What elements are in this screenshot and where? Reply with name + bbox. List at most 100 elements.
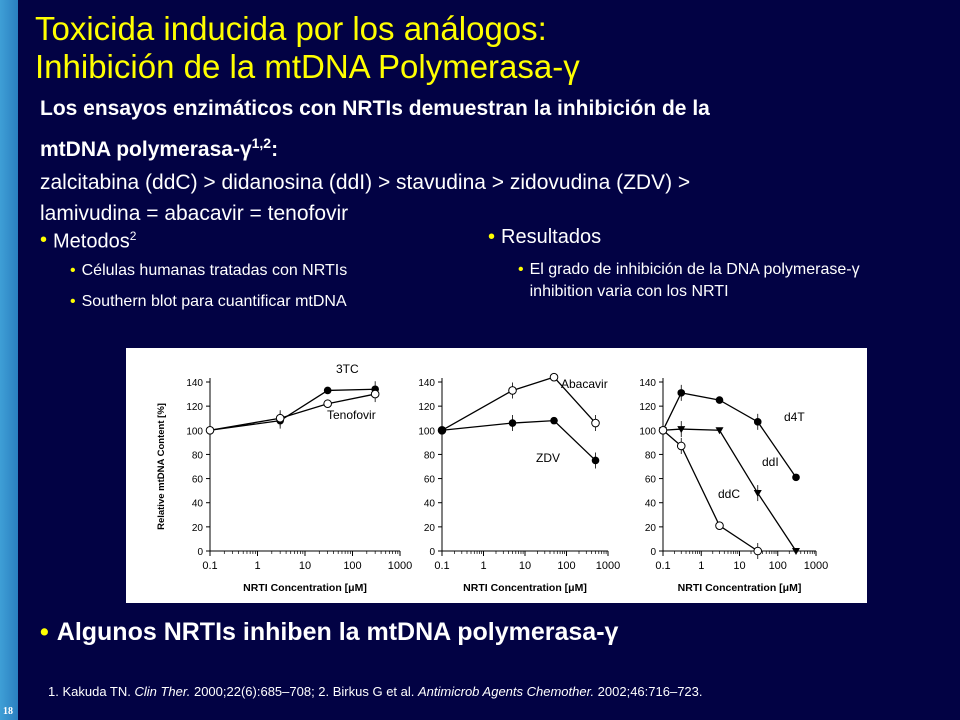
data-point xyxy=(323,399,332,409)
results-section: • Resultados • El grado de inhibición de… xyxy=(488,226,933,303)
data-point xyxy=(791,548,800,555)
bullet-icon: • xyxy=(488,226,496,248)
y-tick-label: 120 xyxy=(418,402,435,413)
series-label: Abacavir xyxy=(561,377,608,391)
data-point xyxy=(715,521,724,530)
methods-label: Metodos xyxy=(53,230,130,253)
data-point xyxy=(753,490,762,498)
series-label: Tenofovir xyxy=(327,408,376,422)
series-label: ddC xyxy=(718,487,740,501)
charts-panel: 0 20 40 60 80 100 120 140 0.1 1 10 100 1000 NRTI Conc… xyxy=(126,348,867,603)
results-item: • El grado de inhibición de la DNA polym… xyxy=(518,259,913,303)
series-line-ddc xyxy=(662,429,759,552)
summary-text: Algunos NRTIs inhiben la mtDNA polymeras… xyxy=(56,618,619,646)
methods-item: • Southern blot para cuantificar mtDNA xyxy=(70,291,490,313)
data-point xyxy=(677,426,686,434)
x-tick-label: 1000 xyxy=(596,560,620,572)
results-label: Resultados xyxy=(501,226,602,248)
intro-heading-line-2: mtDNA polymerasa-γ1,2: xyxy=(40,126,920,167)
series-line-abacavir xyxy=(441,376,596,431)
data-point xyxy=(508,386,517,395)
results-item-text: El grado de inhibición de la DNA polymer… xyxy=(529,261,860,300)
methods-item-text: Células humanas tratadas con NRTIs xyxy=(81,261,348,279)
x-axis-label: NRTI Concentration [μM] xyxy=(463,582,587,594)
y-tick-label: 120 xyxy=(639,402,656,413)
methods-sup: 2 xyxy=(129,229,137,243)
x-tick-label: 100 xyxy=(343,560,361,572)
summary-bullet: • Algunos NRTIs inhiben la mtDNA polymer… xyxy=(40,618,618,647)
data-point xyxy=(792,473,800,482)
series-line-zdv xyxy=(441,419,596,461)
data-point xyxy=(753,546,763,556)
intro-heading-line-1: Los ensayos enzimáticos con NRTIs demues… xyxy=(40,97,710,120)
bullet-icon: • xyxy=(40,618,49,646)
x-axis-label: NRTI Concentration [μM] xyxy=(243,582,367,594)
y-tick-label: 140 xyxy=(418,378,435,389)
y-tick-label: 20 xyxy=(192,523,204,534)
ref-2-journal: Antimicrob Agents Chemother. xyxy=(418,684,595,699)
y-tick-label: 140 xyxy=(186,378,203,389)
x-tick-label: 0.1 xyxy=(202,560,217,572)
y-tick-label: 40 xyxy=(192,499,204,510)
series-label: ZDV xyxy=(536,451,560,465)
x-tick-label: 10 xyxy=(733,560,745,572)
series-label: ddI xyxy=(762,455,779,469)
y-tick-label: 140 xyxy=(639,378,656,389)
data-point xyxy=(370,389,380,399)
x-tick-label: 1 xyxy=(480,560,486,572)
bullet-icon: • xyxy=(40,229,48,251)
x-tick-label: 0.1 xyxy=(434,560,449,572)
data-point xyxy=(550,416,558,425)
data-point xyxy=(275,413,285,423)
x-tick-label: 100 xyxy=(769,560,787,572)
title-line-2: Inhibición de la mtDNA Polymerasa-γ xyxy=(35,48,580,85)
slide-number: 18 xyxy=(3,706,13,717)
intro-heading-text: mtDNA polymerasa-γ xyxy=(40,138,252,161)
x-tick-label: 1000 xyxy=(804,560,828,572)
data-point xyxy=(715,427,724,435)
x-tick-label: 10 xyxy=(519,560,531,572)
y-tick-label: 0 xyxy=(650,547,656,558)
y-tick-label: 120 xyxy=(186,402,203,413)
methods-item: • Células humanas tratadas con NRTIs xyxy=(70,260,490,282)
y-tick-label: 80 xyxy=(424,450,436,461)
ref-2-post: 2002;46:716–723. xyxy=(594,684,703,699)
y-tick-label: 100 xyxy=(186,426,203,437)
data-point xyxy=(508,419,517,427)
y-tick-label: 20 xyxy=(645,523,657,534)
data-point xyxy=(658,425,668,435)
y-tick-label: 0 xyxy=(429,547,435,558)
x-tick-label: 0.1 xyxy=(655,560,670,572)
x-axis-label: NRTI Concentration [μM] xyxy=(678,582,802,594)
sidebar-stripe: 18 xyxy=(0,0,18,720)
results-bullet: • Resultados xyxy=(488,226,933,249)
ref-1-pre: 1. Kakuda TN. xyxy=(48,684,135,699)
y-tick-label: 40 xyxy=(645,499,657,510)
series-label: d4T xyxy=(784,410,805,424)
y-tick-label: 0 xyxy=(197,547,203,558)
series-label: 3TC xyxy=(336,362,359,376)
ref-1-journal: Clin Ther. xyxy=(134,684,191,699)
y-axis-label: Relative mtDNA Content [%] xyxy=(156,403,167,530)
y-tick-label: 60 xyxy=(645,475,657,486)
series-line-3tc xyxy=(209,388,376,431)
slide-title: Toxicida inducida por los análogos: Inhi… xyxy=(35,10,580,86)
bullet-icon: • xyxy=(70,292,76,310)
data-point xyxy=(438,426,446,435)
data-point xyxy=(677,389,686,397)
x-tick-label: 100 xyxy=(557,560,575,572)
ranking-line-1: zalcitabina (ddC) > didanosina (ddI) > s… xyxy=(40,171,691,194)
data-point xyxy=(549,372,559,382)
intro-heading-colon: : xyxy=(271,138,279,161)
methods-section: • Metodos2 • Células humanas tratadas co… xyxy=(40,229,490,313)
y-tick-label: 100 xyxy=(639,426,656,437)
y-tick-label: 40 xyxy=(424,499,436,510)
bullet-icon: • xyxy=(518,261,524,278)
x-tick-label: 1 xyxy=(698,560,704,572)
y-tick-label: 60 xyxy=(424,475,436,486)
ref-1-post: 2000;22(6):685–708; 2. Birkus G et al. xyxy=(190,684,418,699)
data-point xyxy=(591,456,600,465)
data-point xyxy=(715,396,724,404)
data-point xyxy=(323,386,332,395)
